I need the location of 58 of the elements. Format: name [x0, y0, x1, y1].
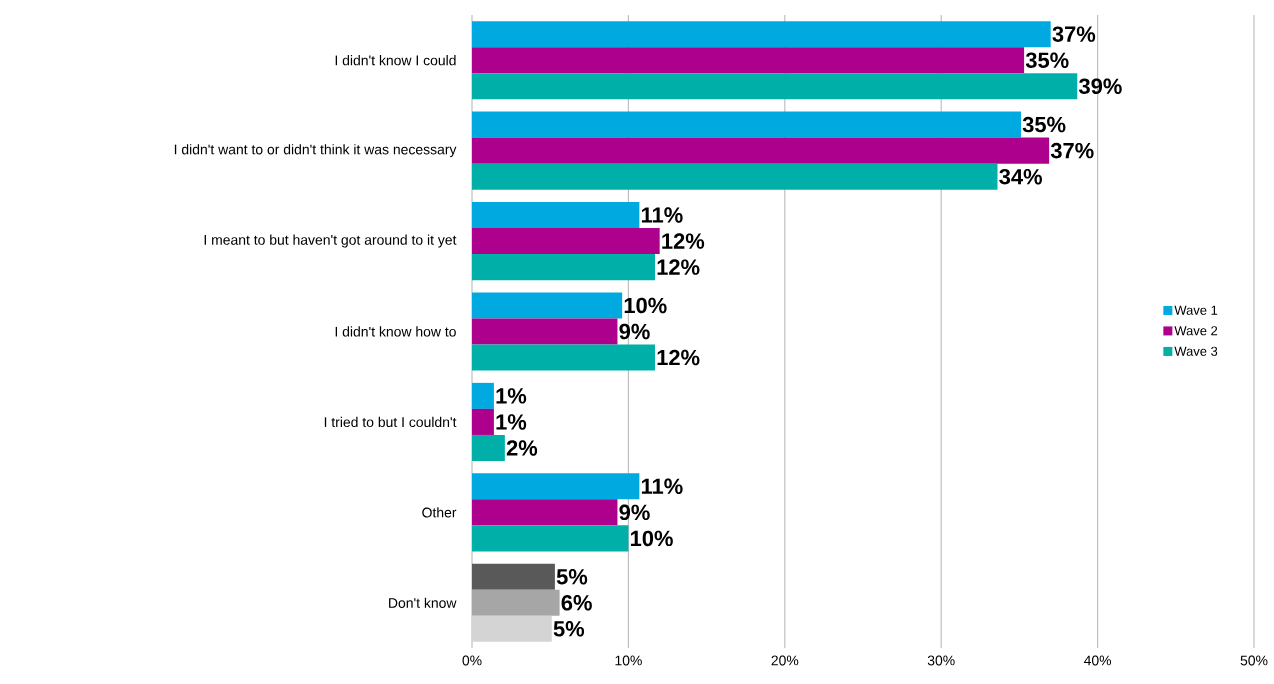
bar [472, 292, 623, 319]
bar [472, 111, 1021, 138]
bar [472, 137, 1050, 164]
bar [472, 47, 1025, 74]
data-label: 11% [641, 478, 683, 495]
bar [472, 473, 640, 500]
data-label: 35% [1025, 52, 1069, 68]
x-tick-label: 0% [462, 655, 482, 666]
bar [472, 382, 494, 409]
data-label: 10% [624, 297, 667, 314]
y-tick-label: I tried to but I couldn't [324, 416, 457, 428]
data-label: 5% [556, 569, 588, 585]
data-label: 37% [1050, 142, 1094, 159]
data-label: 39% [1078, 78, 1122, 95]
y-tick-label: I didn't want to or didn't think it was necessary [174, 144, 457, 158]
data-label: 35% [1022, 116, 1066, 133]
data-label: 34% [999, 168, 1042, 185]
y-tick-label: Other [422, 507, 457, 518]
bar [472, 408, 494, 435]
bar [472, 499, 618, 526]
data-label: 9% [619, 504, 650, 521]
legend-label: Wave 3 [1174, 346, 1218, 356]
data-label: 11% [641, 207, 683, 223]
bar [472, 318, 618, 345]
legend-label: Wave 2 [1174, 326, 1218, 336]
bar [472, 163, 998, 190]
data-label: 5% [553, 621, 585, 637]
bar [472, 228, 660, 255]
data-label: 1% [496, 388, 527, 404]
data-label: 1% [496, 414, 527, 430]
data-label: 12% [657, 349, 700, 366]
data-label: 2% [506, 440, 538, 456]
x-tick-label: 20% [771, 655, 799, 666]
bar [472, 21, 1051, 48]
data-label: 37% [1052, 26, 1096, 42]
y-tick-label: I meant to but haven't got around to it yet [204, 234, 457, 248]
bar [472, 563, 555, 590]
data-label: 9% [619, 323, 650, 340]
x-tick-label: 40% [1083, 655, 1112, 666]
y-tick-label: Don't know [389, 597, 457, 608]
bar [472, 254, 655, 281]
bar [472, 589, 560, 616]
data-label: 12% [662, 233, 705, 249]
bar [472, 615, 552, 642]
bar [472, 344, 655, 371]
x-tick-label: 10% [615, 655, 642, 666]
y-tick-label: I didn't know how to [335, 326, 456, 337]
legend-label: Wave 1 [1174, 305, 1218, 315]
bar [472, 73, 1078, 100]
data-label: 10% [630, 530, 673, 547]
x-tick-label: 50% [1240, 655, 1268, 666]
data-label: 6% [561, 595, 592, 611]
data-label: 12% [657, 259, 700, 275]
y-tick-label: I didn't know I could [335, 55, 456, 66]
bar [472, 525, 629, 552]
bar [472, 434, 505, 461]
bar [472, 202, 640, 229]
x-tick-label: 30% [927, 655, 955, 666]
